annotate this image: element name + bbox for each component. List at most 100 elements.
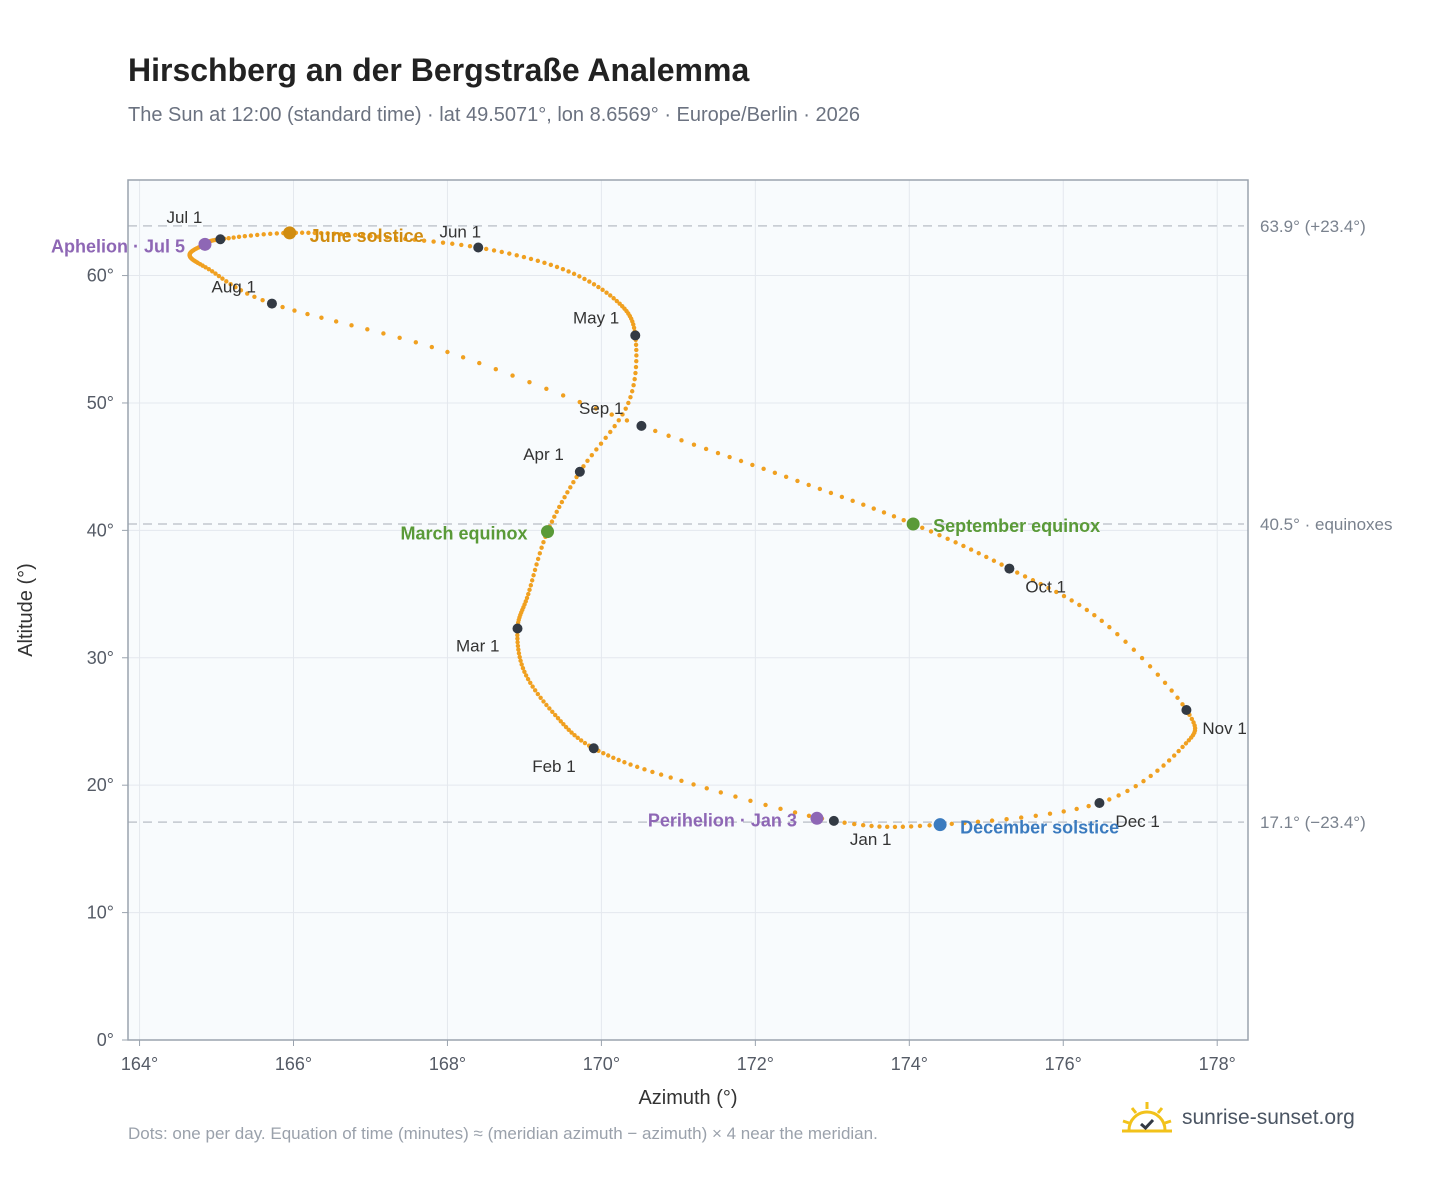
day-dot: [603, 435, 608, 441]
day-dot: [1033, 813, 1038, 818]
day-dot: [421, 238, 427, 243]
day-dot: [333, 319, 339, 324]
day-dot: [608, 429, 613, 435]
day-dot: [828, 490, 834, 496]
day-dot: [900, 824, 906, 829]
day-dot: [268, 231, 273, 237]
event-label: June solstice: [310, 226, 424, 246]
day-dot: [1180, 744, 1185, 750]
day-dot: [384, 235, 390, 240]
month-dot: [828, 815, 839, 826]
day-dot: [1131, 647, 1137, 652]
day-dot: [860, 822, 866, 828]
day-dot: [238, 288, 244, 293]
day-dot: [623, 406, 628, 411]
chart-subtitle: The Sun at 12:00 (standard time) · lat 4…: [128, 104, 860, 126]
day-dot: [578, 738, 584, 743]
day-dot: [1123, 639, 1128, 644]
day-dot: [572, 733, 577, 738]
day-dot: [535, 258, 541, 264]
y-axis-title: Altitude (°): [15, 563, 37, 657]
x-tick-label: 166°: [275, 1054, 312, 1074]
day-dot: [306, 230, 311, 236]
day-dot: [526, 591, 531, 597]
day-dot: [228, 282, 233, 287]
day-dot: [514, 253, 519, 258]
day-dot: [325, 231, 330, 236]
month-label: Mar 1: [456, 636, 499, 655]
day-dot: [633, 370, 638, 376]
event-label: March equinox: [400, 524, 527, 544]
day-dot: [1022, 574, 1028, 579]
day-dot: [1107, 797, 1112, 802]
month-dot: [512, 623, 523, 634]
day-dot: [305, 311, 310, 317]
day-dot: [520, 665, 526, 671]
day-dot: [1074, 806, 1079, 812]
day-dot: [1004, 817, 1009, 822]
day-dot: [559, 499, 565, 505]
day-dot: [523, 673, 529, 678]
day-dot: [761, 466, 766, 472]
day-dot: [733, 794, 738, 799]
day-dot: [516, 647, 521, 652]
reference-label: 63.9° (+23.4°): [1260, 217, 1366, 236]
day-dot: [519, 662, 524, 667]
day-dot: [507, 251, 512, 256]
day-dot: [1148, 773, 1153, 779]
day-dot: [1133, 783, 1138, 789]
x-tick-label: 176°: [1045, 1054, 1082, 1074]
day-dot: [582, 740, 588, 746]
month-label: Sep 1: [579, 399, 623, 418]
day-dot: [622, 760, 627, 765]
event-dot: [541, 525, 555, 539]
month-dot: [574, 466, 585, 477]
y-tick-label: 10°: [87, 903, 114, 923]
day-dot: [1176, 748, 1181, 754]
day-dot: [236, 234, 242, 240]
day-dot: [1180, 702, 1185, 707]
day-dot: [617, 301, 622, 306]
day-dot: [517, 654, 522, 660]
day-dot: [691, 442, 697, 447]
day-dot: [1183, 741, 1189, 746]
day-dot: [524, 595, 530, 601]
day-dot: [412, 237, 417, 242]
day-dot: [1030, 578, 1036, 583]
day-dot: [976, 551, 981, 556]
day-dot: [594, 447, 599, 452]
day-dot: [206, 266, 212, 272]
event-dot: [933, 818, 947, 832]
day-dot: [527, 379, 532, 385]
day-dot: [569, 730, 574, 735]
day-dot: [1046, 585, 1051, 591]
day-dot: [529, 578, 535, 583]
day-dot: [538, 695, 543, 700]
day-dot: [691, 782, 696, 787]
day-dot: [1189, 716, 1195, 722]
day-dot: [653, 428, 658, 434]
day-dot: [242, 233, 248, 239]
day-dot: [450, 241, 455, 246]
day-dot: [634, 353, 639, 358]
day-dot: [560, 266, 566, 272]
day-dot: [360, 233, 365, 238]
y-tick-label: 0°: [97, 1030, 114, 1050]
day-dot: [1155, 768, 1160, 773]
day-dot: [871, 506, 876, 511]
day-dot: [460, 355, 466, 360]
day-dot: [248, 233, 254, 238]
day-dot: [1139, 655, 1145, 661]
day-dot: [795, 478, 800, 484]
day-dot: [937, 532, 942, 538]
event-label: Aphelion · Jul 5: [51, 236, 185, 256]
day-dot: [1155, 672, 1161, 677]
day-dot: [666, 433, 671, 438]
event-dot: [198, 237, 212, 251]
x-tick-label: 168°: [429, 1054, 466, 1074]
day-dot: [792, 810, 798, 815]
brand[interactable]: sunrise-sunset.org: [1120, 1100, 1355, 1136]
day-dot: [349, 323, 354, 328]
day-dot: [861, 502, 866, 507]
day-dot: [548, 262, 554, 268]
